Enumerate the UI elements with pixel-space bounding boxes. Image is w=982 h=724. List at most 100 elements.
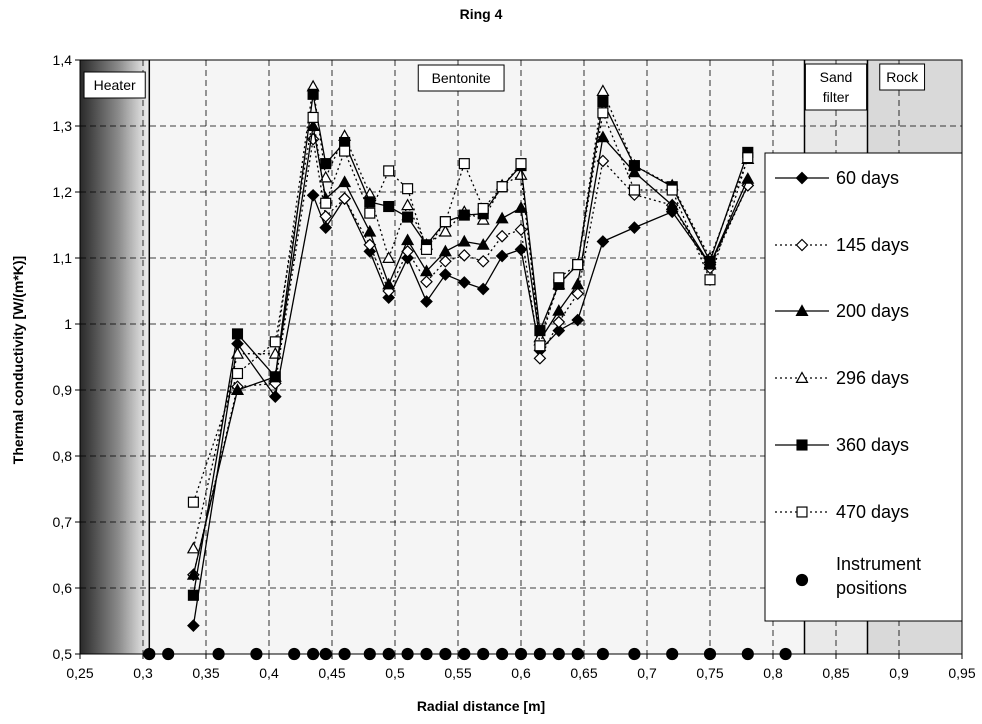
y-tick-label: 0,5 [53,646,73,662]
y-tick-label: 1,4 [53,52,73,68]
data-point [382,251,396,263]
data-point [230,383,245,395]
data-point [553,272,565,284]
series-6 [143,647,792,661]
legend-label: 296 days [836,368,909,388]
data-point [382,277,396,290]
data-point [402,211,414,223]
data-point [597,96,609,108]
data-point [742,152,754,164]
data-point [339,145,351,157]
y-tick-label: 1,3 [53,118,73,134]
data-point [533,351,547,365]
data-point [795,573,809,587]
data-point [514,168,528,180]
zone-label-text: Sand [820,69,853,85]
data-point [212,647,225,661]
zone-label-box [804,63,868,111]
zone-label-box [83,71,146,99]
x-tick-label: 0,9 [889,665,909,681]
data-point [187,496,199,508]
legend-entry: 145 days [775,235,909,255]
data-point [458,158,470,170]
data-point [795,304,809,316]
data-point [187,589,199,601]
legend-label: Instrument [836,554,921,574]
series-line [192,139,749,575]
x-tick-label: 0,85 [822,665,849,681]
data-point [250,647,263,661]
data-point [438,224,452,237]
data-point [307,647,320,661]
x-tick-label: 0,6 [511,665,531,681]
legend-label: 200 days [836,301,909,321]
data-point [571,647,584,661]
zone-label: Sand filter [804,63,868,111]
legend-entry: 200 days [775,301,909,321]
data-point [401,647,414,661]
x-axis-ticks: 0,25 0,3 0,35 0,4 0,45 0,5 0,55 0,6 0,65 0,7 0,75 0… [66,654,976,681]
data-point [666,184,678,196]
zone-0 [80,60,150,654]
x-tick-label: 0,95 [948,665,975,681]
data-point [420,647,433,661]
legend-entry: 60 days [775,168,899,188]
x-axis-title: Radial distance [m] [417,698,545,714]
data-point [439,216,451,228]
series-line [192,110,749,503]
legend-label: 360 days [836,435,909,455]
data-point [597,107,609,119]
data-point [383,200,395,213]
data-point [476,282,490,296]
legend: 60 days 145 days 200 days 296 days 360 days 4… [764,152,963,622]
data-point [319,170,333,183]
data-point [571,287,585,300]
legend-entry: 296 days [775,368,909,388]
data-point [496,181,508,193]
data-point [795,238,809,252]
data-point [420,243,433,255]
y-axis-ticks: 0,5 0,6 0,7 0,8 0,9 1 1,1 1,2 1,3 1,4 [53,52,80,662]
chart-title: Ring 4 [460,6,503,22]
x-tick-label: 0,8 [763,665,783,681]
data-point [552,315,566,329]
data-point [269,336,281,348]
data-point [552,304,566,316]
x-tick-label: 0,5 [385,665,405,681]
legend-label: 145 days [836,235,909,255]
data-point [383,165,395,177]
zone-label-text: Bentonite [432,70,491,86]
data-point [319,210,333,223]
data-point [458,647,471,661]
legend-label: 470 days [836,502,909,522]
x-tick-label: 0,75 [696,665,723,681]
data-point [307,88,319,100]
y-axis-title: Thermal conductivity [W/(m*K)] [10,256,26,464]
data-point [779,647,792,661]
data-point [382,291,396,304]
data-point [495,229,509,243]
data-point [401,198,415,211]
data-point [796,506,808,518]
x-tick-label: 0,4 [259,665,279,681]
data-point [628,221,641,234]
data-point [552,647,565,661]
data-point [419,264,434,277]
data-point [439,268,452,281]
data-point [363,245,377,258]
zone-label-text: Heater [94,77,136,93]
data-point [382,647,395,661]
data-point [363,224,377,237]
data-point [458,209,470,221]
data-point [514,201,528,213]
legend-entry: 470 days [775,502,909,522]
data-point [572,259,584,271]
data-point [231,328,244,340]
data-point [666,647,679,661]
data-point [268,390,282,403]
data-point [319,221,333,234]
y-tick-label: 1,1 [53,250,73,266]
data-point [439,254,452,268]
data-point [306,119,320,131]
data-point [741,647,754,661]
